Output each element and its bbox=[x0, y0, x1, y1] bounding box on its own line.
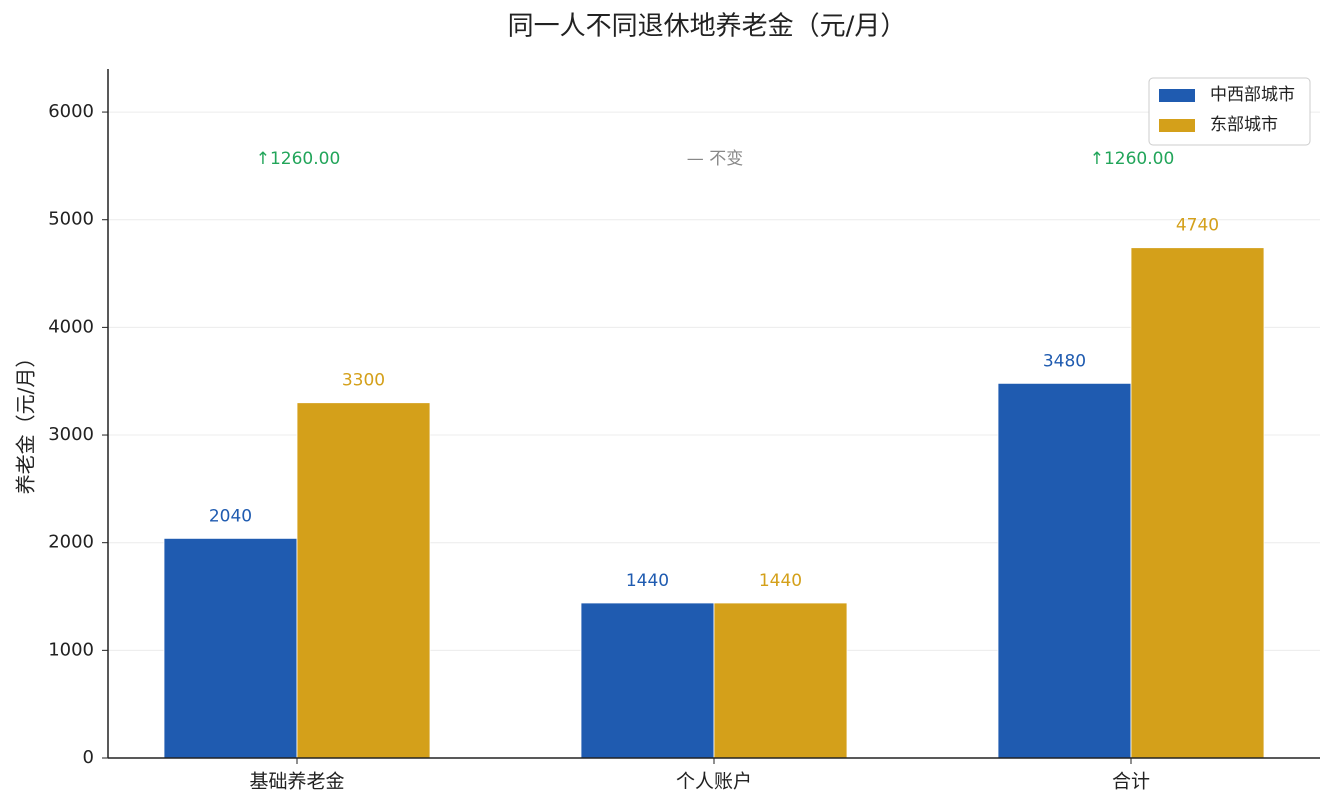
legend-swatch bbox=[1159, 89, 1195, 102]
bar bbox=[997, 382, 1132, 759]
y-tick-label: 6000 bbox=[48, 101, 94, 122]
y-tick-label: 5000 bbox=[48, 209, 94, 230]
bar bbox=[580, 602, 715, 759]
x-tick-label: 合计 bbox=[1112, 771, 1150, 793]
bar bbox=[296, 402, 431, 759]
y-tick-label: 2000 bbox=[48, 532, 94, 553]
bar bbox=[713, 602, 848, 759]
bar bbox=[1130, 247, 1265, 759]
x-tick-label: 个人账户 bbox=[676, 771, 752, 793]
annotation: ↑1260.00 bbox=[1090, 149, 1175, 169]
value-label: 3300 bbox=[342, 371, 385, 391]
value-label: 4740 bbox=[1176, 216, 1219, 236]
y-tick-label: 1000 bbox=[48, 639, 94, 660]
y-tick-label: 4000 bbox=[48, 316, 94, 337]
value-label: 1440 bbox=[626, 571, 669, 591]
x-tick-label: 基础养老金 bbox=[249, 771, 344, 793]
y-tick-label: 3000 bbox=[48, 424, 94, 445]
value-label: 1440 bbox=[759, 571, 802, 591]
y-axis-label: 养老金（元/月） bbox=[14, 348, 38, 495]
annotation: ↑1260.00 bbox=[256, 149, 341, 169]
bar bbox=[163, 537, 298, 759]
annotation: — 不变 bbox=[687, 149, 743, 169]
legend-swatch bbox=[1159, 119, 1195, 132]
y-tick-label: 0 bbox=[83, 747, 94, 768]
legend-label: 东部城市 bbox=[1210, 115, 1278, 135]
value-label: 2040 bbox=[209, 506, 252, 526]
chart-title: 同一人不同退休地养老金（元/月） bbox=[508, 12, 907, 42]
value-label: 3480 bbox=[1043, 351, 1086, 371]
legend-label: 中西部城市 bbox=[1210, 85, 1295, 105]
